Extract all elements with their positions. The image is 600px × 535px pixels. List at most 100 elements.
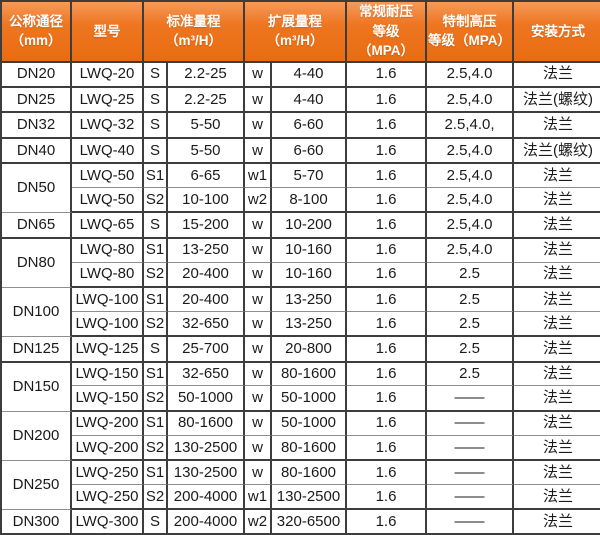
ext-range-cell: 6-60 — [272, 113, 347, 139]
high-pressure-cell: 2.5,4.0 — [427, 187, 514, 214]
std-code-cell: S2 — [144, 485, 168, 511]
table-row: LWQ-50 S2 10-100 w2 8-100 1.6 2.5,4.0 法兰 — [2, 187, 600, 214]
std-range-cell: 20-400 — [168, 262, 245, 288]
diameter-cell: DN25 — [2, 88, 72, 114]
high-pressure-cell: 2.5,4.0 — [427, 164, 514, 188]
install-cell: 法兰 — [514, 337, 600, 363]
high-pressure-cell: —— — [427, 510, 514, 533]
model-cell: LWQ-250 — [72, 461, 144, 485]
ext-range-cell: 8-100 — [272, 187, 347, 214]
table-row: DN100 LWQ-100 S1 20-400 w 13-250 1.6 2.5… — [2, 287, 600, 338]
table-row: DN40 LWQ-40 S 5-50 w 6-60 1.6 2.5,4.0 法兰… — [2, 138, 600, 165]
ext-range-cell: 80-1600 — [272, 435, 347, 462]
ext-code-cell: w — [245, 311, 272, 338]
std-range-cell: 10-100 — [168, 187, 245, 214]
std-code-cell: S1 — [144, 164, 168, 188]
ext-code-cell: w1 — [245, 485, 272, 511]
high-pressure-cell: —— — [427, 485, 514, 511]
install-cell: 法兰 — [514, 411, 600, 436]
ext-range-cell: 50-1000 — [272, 386, 347, 412]
header-standard-range: 标准量程 （m³/H） — [144, 2, 245, 63]
high-pressure-cell: —— — [427, 461, 514, 485]
header-diameter: 公称通径 （mm） — [2, 2, 72, 63]
model-cell: LWQ-25 — [72, 88, 144, 114]
model-cell: LWQ-50 — [72, 164, 144, 188]
std-range-cell: 32-650 — [168, 311, 245, 338]
normal-pressure-cell: 1.6 — [347, 287, 427, 312]
std-code-cell: S — [144, 337, 168, 363]
ext-range-cell: 80-1600 — [272, 362, 347, 387]
std-code-cell: S1 — [144, 238, 168, 263]
ext-code-cell: w — [245, 88, 272, 114]
model-cell: LWQ-125 — [72, 337, 144, 363]
std-code-cell: S1 — [144, 287, 168, 312]
diameter-cell: DN150 — [2, 362, 72, 412]
table-row: DN65 LWQ-65 S 15-200 w 10-200 1.6 2.5,4.… — [2, 213, 600, 239]
ext-range-cell: 10-200 — [272, 213, 347, 239]
model-cell: LWQ-20 — [72, 62, 144, 89]
ext-code-cell: w — [245, 138, 272, 165]
install-cell: 法兰 — [514, 187, 600, 214]
std-code-cell: S2 — [144, 435, 168, 462]
table-row: DN125 LWQ-125 S 25-700 w 20-800 1.6 2.5 … — [2, 337, 600, 363]
ext-code-cell: w — [245, 411, 272, 436]
table-row: LWQ-150 S2 50-1000 w 50-1000 1.6 —— 法兰 — [2, 386, 600, 412]
ext-code-cell: w1 — [245, 164, 272, 188]
std-code-cell: S2 — [144, 311, 168, 338]
install-cell: 法兰 — [514, 386, 600, 412]
ext-range-cell: 130-2500 — [272, 485, 347, 511]
normal-pressure-cell: 1.6 — [347, 164, 427, 188]
std-code-cell: S — [144, 88, 168, 114]
std-code-cell: S1 — [144, 362, 168, 387]
table-row: LWQ-250 S2 200-4000 w1 130-2500 1.6 —— 法… — [2, 485, 600, 511]
table-row: DN200 LWQ-200 S1 80-1600 w 50-1000 1.6 —… — [2, 411, 600, 462]
diameter-cell: DN50 — [2, 164, 72, 214]
model-cell: LWQ-150 — [72, 386, 144, 412]
install-cell: 法兰 — [514, 311, 600, 338]
install-cell: 法兰 — [514, 485, 600, 511]
install-cell: 法兰 — [514, 238, 600, 263]
normal-pressure-cell: 1.6 — [347, 510, 427, 533]
ext-range-cell: 10-160 — [272, 238, 347, 263]
diameter-cell: DN100 — [2, 287, 72, 338]
high-pressure-cell: 2.5 — [427, 262, 514, 288]
high-pressure-cell: 2.5,4.0 — [427, 213, 514, 239]
model-cell: LWQ-100 — [72, 287, 144, 312]
high-pressure-cell: 2.5 — [427, 362, 514, 387]
high-pressure-cell: —— — [427, 435, 514, 462]
normal-pressure-cell: 1.6 — [347, 187, 427, 214]
normal-pressure-cell: 1.6 — [347, 62, 427, 89]
ext-code-cell: w — [245, 213, 272, 239]
install-cell: 法兰(螺纹) — [514, 88, 600, 114]
table-row: DN150 LWQ-150 S1 32-650 w 80-1600 1.6 2.… — [2, 362, 600, 412]
header-high-pressure: 特制高压 等级（MPA） — [427, 2, 514, 63]
high-pressure-cell: 2.5,4.0 — [427, 88, 514, 114]
diameter-cell: DN125 — [2, 337, 72, 363]
std-code-cell: S2 — [144, 187, 168, 214]
std-range-cell: 2.2-25 — [168, 62, 245, 89]
table-row: DN80 LWQ-80 S1 13-250 w 10-160 1.6 2.5,4… — [2, 238, 600, 288]
table-row: LWQ-80 S2 20-400 w 10-160 1.6 2.5 法兰 — [2, 262, 600, 288]
diameter-cell: DN40 — [2, 138, 72, 165]
install-cell: 法兰 — [514, 461, 600, 485]
std-range-cell: 25-700 — [168, 337, 245, 363]
std-range-cell: 6-65 — [168, 164, 245, 188]
ext-range-cell: 13-250 — [272, 287, 347, 312]
normal-pressure-cell: 1.6 — [347, 411, 427, 436]
ext-range-cell: 6-60 — [272, 138, 347, 165]
install-cell: 法兰 — [514, 113, 600, 139]
header-install: 安装方式 — [514, 2, 600, 63]
install-cell: 法兰 — [514, 262, 600, 288]
ext-code-cell: w — [245, 435, 272, 462]
normal-pressure-cell: 1.6 — [347, 311, 427, 338]
high-pressure-cell: —— — [427, 411, 514, 436]
ext-code-cell: w — [245, 287, 272, 312]
high-pressure-cell: 2.5 — [427, 287, 514, 312]
diameter-cell: DN80 — [2, 238, 72, 288]
ext-range-cell: 13-250 — [272, 311, 347, 338]
high-pressure-cell: 2.5 — [427, 311, 514, 338]
table-header: 公称通径 （mm） 型号 标准量程 （m³/H） 扩展量程 （m³/H） 常规耐… — [2, 2, 600, 63]
ext-range-cell: 320-6500 — [272, 510, 347, 533]
normal-pressure-cell: 1.6 — [347, 435, 427, 462]
